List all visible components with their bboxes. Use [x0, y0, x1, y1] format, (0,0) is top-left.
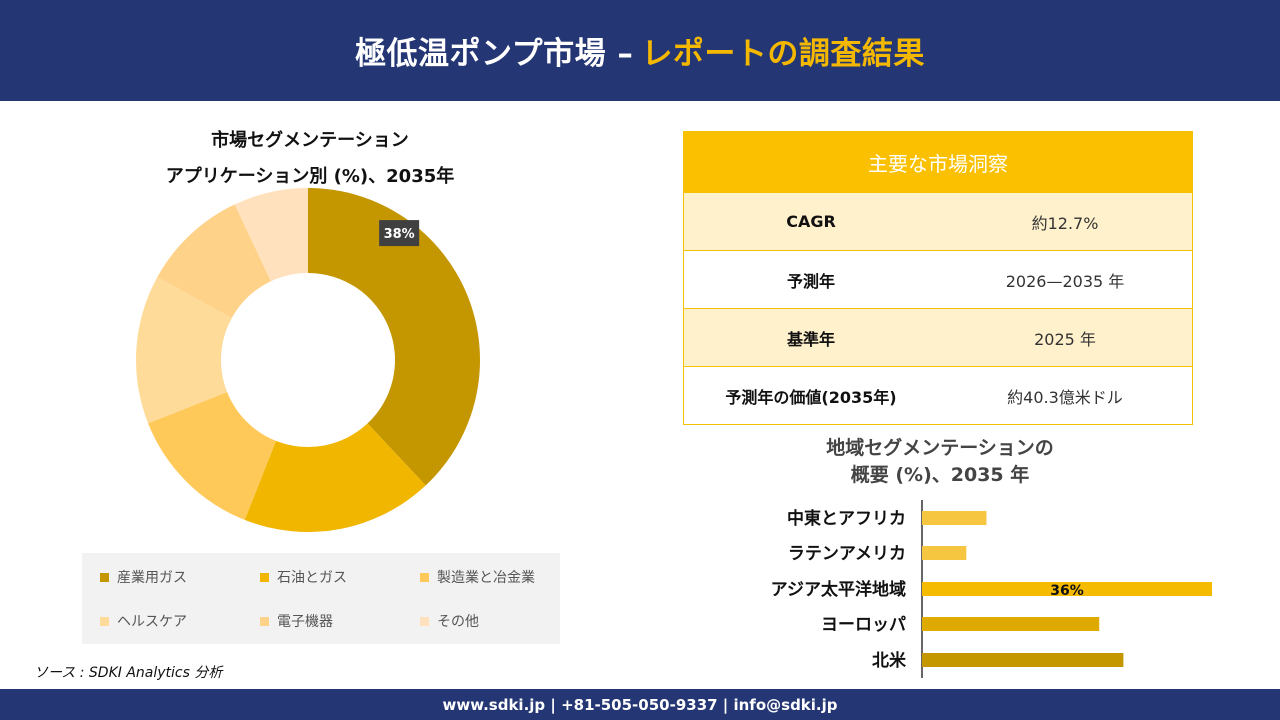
- legend-swatch: [260, 616, 269, 626]
- legend-swatch: [420, 616, 429, 626]
- bar-category-label: 北米: [872, 650, 907, 671]
- insight-value: 約40.3億米ドル: [1007, 387, 1123, 407]
- insight-row-cagr: CAGR 約12.7%: [684, 192, 1192, 250]
- bar-4: [922, 653, 1124, 667]
- bar-2: [922, 582, 1212, 596]
- bar-0: [922, 511, 987, 525]
- insight-row-forecast-years: 予測年 2026—2035 年: [684, 250, 1192, 308]
- bar-category-label: ラテンアメリカ: [788, 544, 906, 564]
- bar-category-label: 中東とアフリカ: [787, 508, 906, 529]
- legend-item: 製造業と冶金業: [420, 567, 535, 587]
- legend-item: 産業用ガス: [100, 567, 187, 587]
- legend-label: 製造業と冶金業: [437, 570, 535, 586]
- bar-title-line2: 概要 (%)、2035 年: [850, 464, 1030, 486]
- pie-slice-4: [157, 204, 271, 319]
- source-note: ソース : SDKI Analytics 分析: [34, 665, 223, 681]
- insight-label: 予測年の価値(2035年): [725, 387, 897, 407]
- report-title: 極低温ポンプ市場 –: [355, 36, 634, 72]
- pie-legend: 産業用ガス 石油とガス 製造業と冶金業ヘルスケア 電子機器 その他: [82, 553, 560, 644]
- legend-label: 電子機器: [277, 614, 333, 630]
- pie-slice-5: [234, 188, 308, 282]
- pie-slice-3: [136, 277, 232, 424]
- bar-category-label: ヨーロッパ: [821, 615, 906, 635]
- insight-label: 基準年: [786, 329, 835, 349]
- pie-data-label-bg: [379, 220, 420, 247]
- legend-label: 産業用ガス: [117, 570, 187, 586]
- pie-slice-1: [244, 423, 426, 532]
- pie-data-label: 38%: [384, 227, 415, 242]
- legend-item: その他: [420, 611, 479, 631]
- legend-label: ヘルスケア: [117, 614, 187, 630]
- legend-swatch: [260, 572, 269, 582]
- legend-item: 石油とガス: [260, 567, 347, 587]
- pie-title-line2: アプリケーション別 (%)、2035年: [165, 166, 455, 187]
- legend-label: その他: [437, 614, 479, 630]
- bar-category-label: アジア太平洋地域: [771, 579, 906, 600]
- legend-label: 石油とガス: [277, 570, 347, 586]
- key-insights-table: 主要な市場洞察 CAGR 約12.7% 予測年 2026—2035 年 基準年 …: [683, 131, 1193, 425]
- footer-contact: www.sdki.jp | +81-505-050-9337 | info@sd…: [0, 689, 1280, 720]
- key-insights-header: 主要な市場洞察: [684, 132, 1192, 192]
- insight-row-base-year: 基準年 2025 年: [684, 308, 1192, 366]
- legend-item: ヘルスケア: [100, 611, 187, 631]
- bar-title-line1: 地域セグメンテーションの: [826, 437, 1054, 459]
- bar-3: [922, 617, 1100, 631]
- legend-swatch: [100, 572, 109, 582]
- legend-swatch: [420, 572, 429, 582]
- insight-label: 予測年: [786, 271, 835, 291]
- insight-value: 2026—2035 年: [1005, 271, 1125, 291]
- insight-row-forecast-value: 予測年の価値(2035年) 約40.3億米ドル: [684, 366, 1192, 424]
- header-banner: 極低温ポンプ市場 – レポートの調査結果: [0, 0, 1280, 101]
- legend-item: 電子機器: [260, 611, 333, 631]
- pie-slice-2: [148, 392, 276, 520]
- application-donut-chart: 38%: [136, 188, 480, 532]
- legend-swatch: [100, 616, 109, 626]
- pie-slice-0: [308, 188, 480, 486]
- bar-1: [922, 546, 967, 560]
- pie-title-line1: 市場セグメンテーション: [211, 130, 409, 151]
- insight-label: CAGR: [786, 212, 836, 231]
- bar-data-label: 36%: [1050, 583, 1084, 599]
- report-title-accent: レポートの調査結果: [641, 36, 925, 72]
- insight-value: 2025 年: [1034, 329, 1096, 349]
- insight-value: 約12.7%: [1031, 213, 1099, 233]
